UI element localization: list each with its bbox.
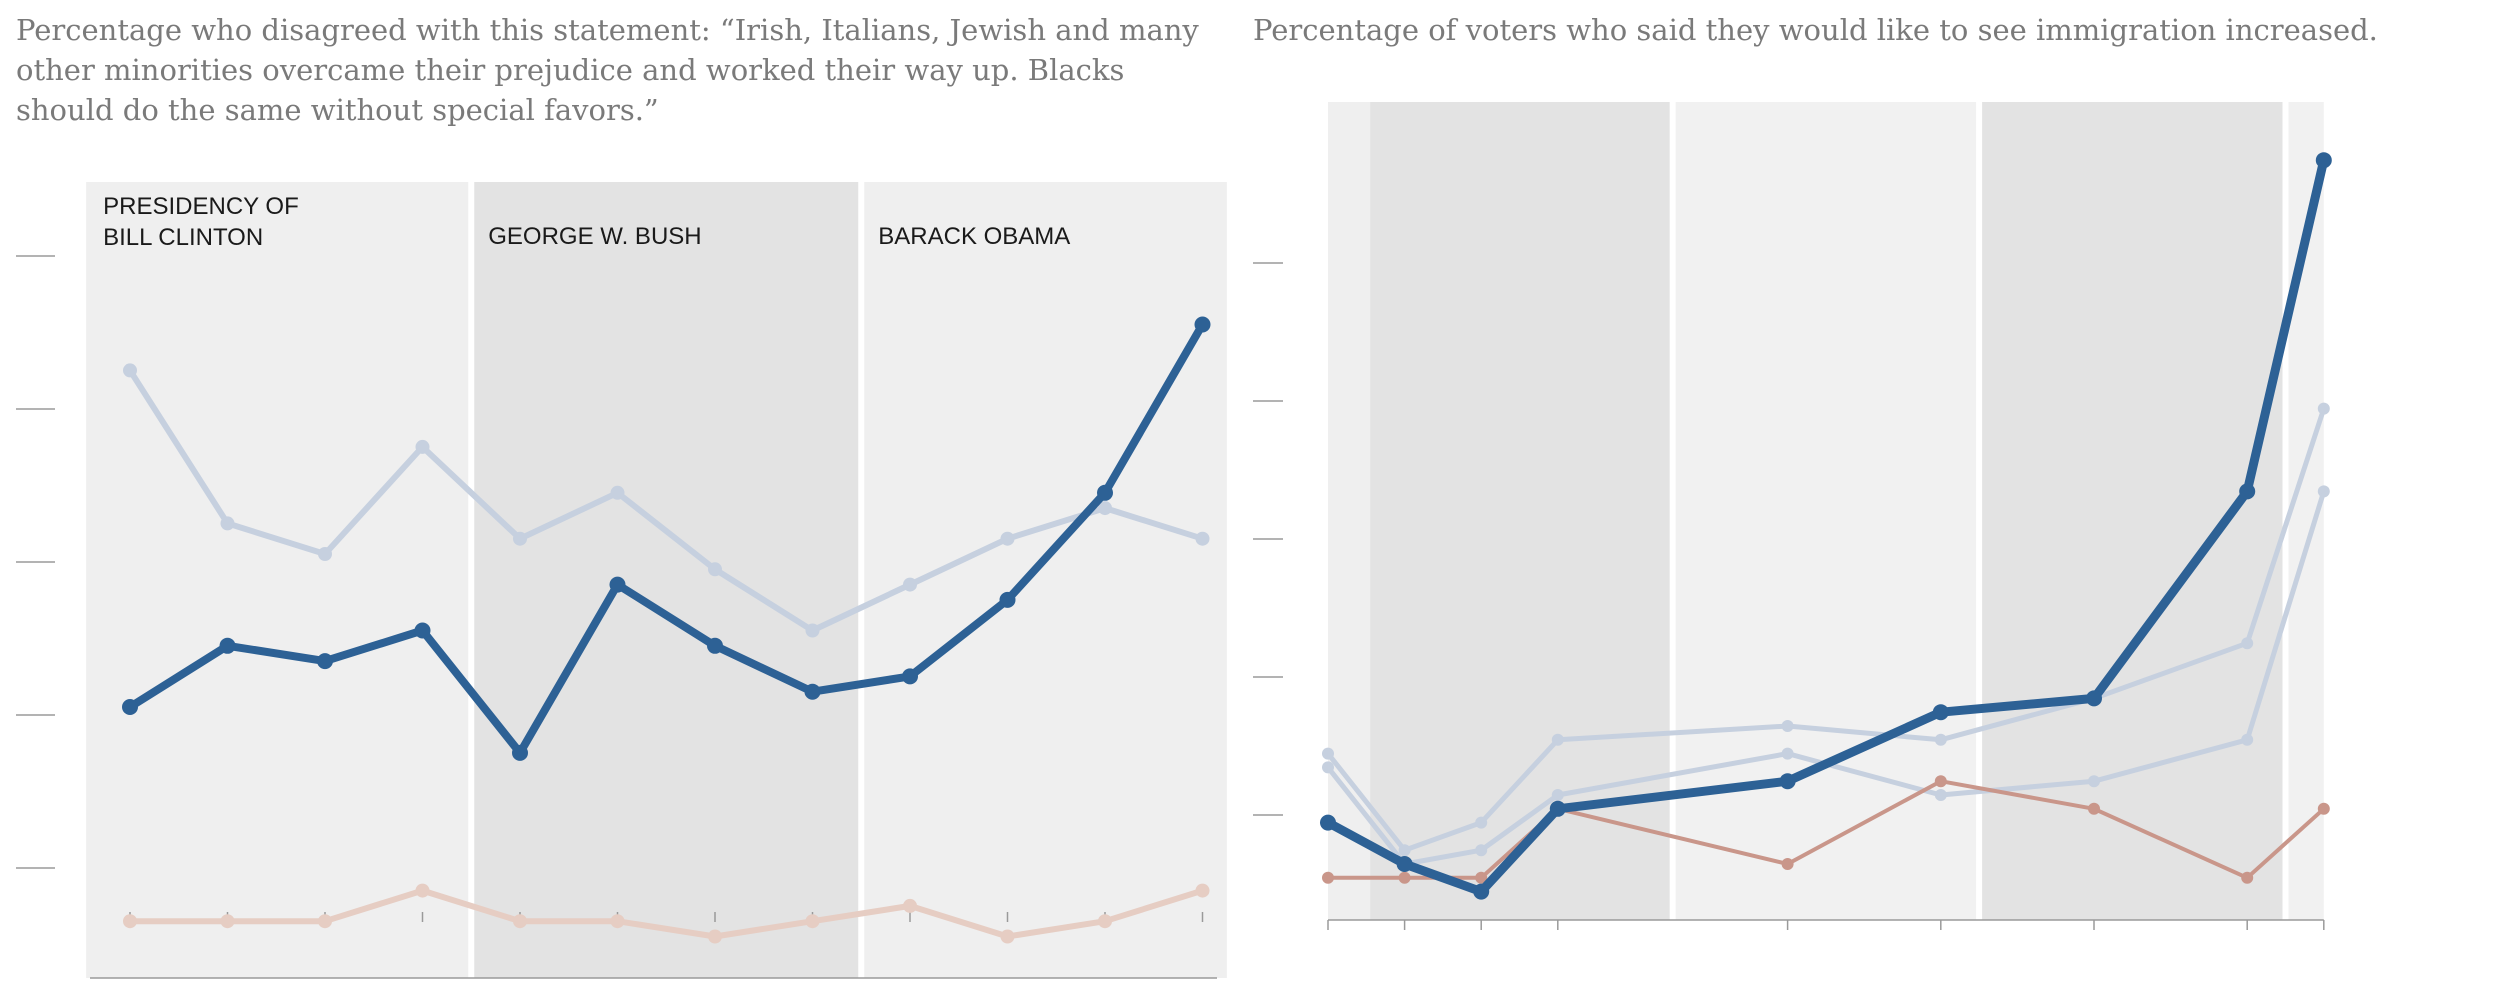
data-point-white-republican xyxy=(1781,858,1794,870)
period-label-barack-obama: BARACK OBAMA xyxy=(878,223,1070,250)
data-point-white-democrat xyxy=(1779,773,1796,790)
data-point-white-liberal xyxy=(122,699,138,715)
series-line-black xyxy=(127,367,1206,634)
data-point-black xyxy=(513,531,527,546)
data-point-minority-democrat xyxy=(1475,816,1488,829)
data-point-black xyxy=(123,363,137,378)
data-point-black xyxy=(1000,531,1015,546)
period-label-presidency-of-bill-clinton: PRESIDENCY OF BILL CLINTON xyxy=(103,193,299,251)
data-point-white-conservative-moderate xyxy=(805,914,820,929)
data-point-white-liberal xyxy=(219,637,236,654)
data-point-white-liberal xyxy=(512,744,528,761)
data-point-white-democrat xyxy=(1320,814,1336,831)
data-point-white-liberal xyxy=(707,637,723,654)
data-point-white-conservative-moderate xyxy=(1098,914,1112,929)
data-point-white-democrat xyxy=(2315,152,2332,169)
data-point-minority-democrat xyxy=(1398,844,1411,857)
data-point-white-liberal xyxy=(609,576,626,593)
data-point-black-democrat xyxy=(1551,789,1564,801)
data-point-black-democrat xyxy=(1934,789,1947,801)
data-point-white-republican xyxy=(1322,871,1334,884)
data-point-white-democrat xyxy=(1396,856,1413,872)
data-point-black xyxy=(1195,531,1210,546)
data-point-white-democrat xyxy=(1473,883,1490,900)
period-label-line: BILL CLINTON xyxy=(103,224,263,251)
data-point-black-democrat xyxy=(1322,761,1334,774)
data-point-white-republican xyxy=(2317,802,2330,815)
data-point-white-liberal xyxy=(902,668,918,685)
data-point-white-liberal xyxy=(414,622,431,639)
data-point-minority-democrat xyxy=(2241,637,2254,650)
chart-1: PRESIDENCY OF BILL CLINTON GEORGE W. BUSH B… xyxy=(16,182,1227,979)
data-point-minority-democrat xyxy=(2317,402,2330,415)
data-point-white-democrat xyxy=(2239,483,2256,500)
chart-1-title: Percentage who disagreed with this state… xyxy=(16,13,1199,127)
data-point-black-democrat xyxy=(2088,775,2100,788)
data-point-minority-democrat xyxy=(1551,733,1564,746)
data-point-white-republican xyxy=(1934,775,1947,788)
data-point-white-conservative-moderate xyxy=(610,914,625,929)
data-point-black-democrat xyxy=(2317,485,2330,498)
data-point-white-democrat xyxy=(2086,690,2102,707)
data-point-black-democrat xyxy=(1475,844,1488,857)
data-point-black xyxy=(903,577,917,592)
period-label-george-w-bush: GEORGE W. BUSH xyxy=(488,223,701,250)
data-point-white-conservative-moderate xyxy=(1000,929,1015,944)
data-point-white-liberal xyxy=(317,653,333,670)
period-label-line: GEORGE W. BUSH xyxy=(488,223,701,250)
data-point-white-conservative-moderate xyxy=(1195,883,1210,898)
data-point-black xyxy=(1098,501,1112,516)
data-point-white-democrat xyxy=(1549,800,1566,817)
data-point-white-democrat xyxy=(1932,704,1949,721)
data-point-white-republican xyxy=(1398,871,1411,884)
data-point-minority-democrat xyxy=(1322,747,1334,760)
data-point-white-republican xyxy=(2088,802,2100,815)
chart-2 xyxy=(1253,102,2332,930)
data-point-black xyxy=(708,562,722,577)
data-point-white-liberal xyxy=(1097,484,1113,501)
chart-2-title: Percentage of voters who said they would… xyxy=(1253,13,2378,47)
period-band-george-w-bush xyxy=(471,182,862,978)
series-line-white-liberal xyxy=(126,320,1207,757)
period-label-line: BARACK OBAMA xyxy=(878,223,1070,250)
period-band-presidency-of-bill-clinton xyxy=(86,182,472,978)
data-point-white-conservative-moderate xyxy=(123,914,137,929)
data-point-white-conservative-moderate xyxy=(220,914,235,929)
data-point-white-republican xyxy=(2241,871,2254,884)
data-point-black xyxy=(220,516,235,531)
data-point-white-liberal xyxy=(999,591,1016,608)
data-point-white-conservative-moderate xyxy=(318,914,332,929)
data-point-black xyxy=(415,439,430,454)
data-point-white-conservative-moderate xyxy=(415,883,430,898)
data-point-white-conservative-moderate xyxy=(708,929,722,944)
data-point-black xyxy=(805,623,820,638)
data-point-minority-democrat xyxy=(1781,720,1794,732)
series-line-white-conservative-moderate xyxy=(127,887,1206,940)
data-point-white-liberal xyxy=(804,683,821,700)
data-point-black-democrat xyxy=(1781,747,1794,760)
data-point-white-republican xyxy=(1475,871,1488,884)
period-band-bush xyxy=(1672,102,1980,920)
data-point-black xyxy=(610,485,625,500)
data-point-white-conservative-moderate xyxy=(903,898,917,913)
data-point-black xyxy=(318,547,332,561)
data-point-black-democrat xyxy=(2241,733,2254,746)
period-label-line: PRESIDENCY OF xyxy=(103,193,299,220)
data-point-white-liberal xyxy=(1194,316,1211,333)
data-point-minority-democrat xyxy=(1934,733,1947,746)
data-point-white-conservative-moderate xyxy=(513,914,527,929)
